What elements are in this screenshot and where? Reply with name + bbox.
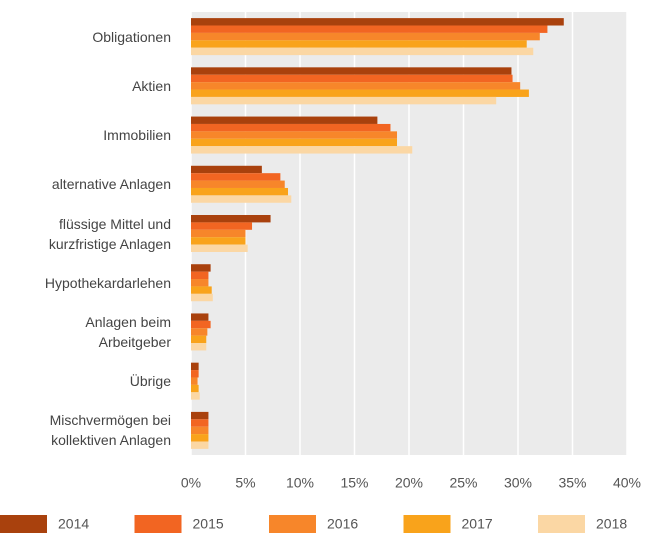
- bar: [191, 96, 497, 105]
- bar: [191, 335, 207, 344]
- legend-swatch: [538, 515, 585, 533]
- x-tick-label: 35%: [558, 475, 586, 491]
- legend-swatch: [403, 515, 451, 533]
- x-tick-label: 30%: [504, 475, 532, 491]
- bar: [191, 419, 209, 427]
- bar: [191, 237, 246, 245]
- x-tick-label: 40%: [613, 475, 641, 491]
- bar: [191, 180, 285, 188]
- category-label: Obligationen: [92, 28, 171, 45]
- bar: [191, 131, 398, 139]
- bar: [191, 25, 548, 33]
- bar: [191, 195, 292, 203]
- bar: [191, 116, 378, 124]
- bar: [191, 215, 271, 223]
- bar: [191, 138, 398, 147]
- bar: [191, 426, 209, 435]
- bar: [191, 18, 564, 26]
- bar: [191, 173, 281, 181]
- bar: [191, 370, 199, 378]
- bar: [191, 328, 208, 336]
- legend-label: 2018: [596, 516, 627, 532]
- bar: [191, 40, 527, 48]
- bar: [191, 123, 391, 132]
- bar: [191, 229, 246, 238]
- legend-label: 2015: [193, 516, 224, 532]
- bar: [191, 264, 211, 272]
- bar: [191, 146, 413, 154]
- bar: [191, 222, 253, 230]
- bar: [191, 320, 211, 329]
- bar: [191, 244, 248, 252]
- x-tick-label: 0%: [181, 475, 201, 491]
- bar: [191, 411, 209, 420]
- bar: [191, 187, 289, 196]
- bar: [191, 89, 529, 97]
- category-label: Mischvermögen bei kollektiven Anlagen: [49, 412, 171, 449]
- category-label: flüssige Mittel und kurzfristige Anlagen: [48, 215, 171, 252]
- bar: [191, 32, 540, 41]
- bar: [191, 384, 199, 393]
- bar: [191, 67, 512, 75]
- x-tick-label: 5%: [235, 475, 255, 491]
- legend-swatch: [0, 515, 47, 533]
- legend-label: 2014: [58, 516, 89, 532]
- bar: [191, 377, 198, 385]
- legend-label: 2017: [462, 516, 493, 532]
- bar: [191, 47, 534, 56]
- category-label: Übrige: [129, 373, 171, 390]
- legend-swatch: [269, 515, 316, 533]
- bar: [191, 74, 513, 83]
- legend-label: 2016: [327, 516, 358, 532]
- bar: [191, 362, 199, 371]
- category-label: Immobilien: [103, 127, 171, 144]
- bar: [191, 271, 209, 280]
- bar: [191, 82, 521, 90]
- bar: [191, 293, 213, 302]
- bar: [191, 343, 207, 351]
- bar: [191, 434, 209, 442]
- x-tick-label: 15%: [340, 475, 368, 491]
- category-label: Hypothekardarlehen: [44, 274, 171, 291]
- x-tick-label: 25%: [449, 475, 477, 491]
- bar: [191, 441, 209, 449]
- category-label: alternative Anlagen: [51, 176, 171, 193]
- bar: [191, 286, 212, 294]
- x-tick-label: 20%: [395, 475, 423, 491]
- category-label: Aktien: [132, 77, 171, 94]
- bar: [191, 313, 209, 321]
- bar: [191, 165, 262, 174]
- bar: [191, 392, 200, 400]
- legend-swatch: [134, 515, 182, 533]
- x-tick-label: 10%: [286, 475, 314, 491]
- category-label: Anlagen beim Arbeitgeber: [85, 313, 171, 350]
- bar: [191, 279, 209, 287]
